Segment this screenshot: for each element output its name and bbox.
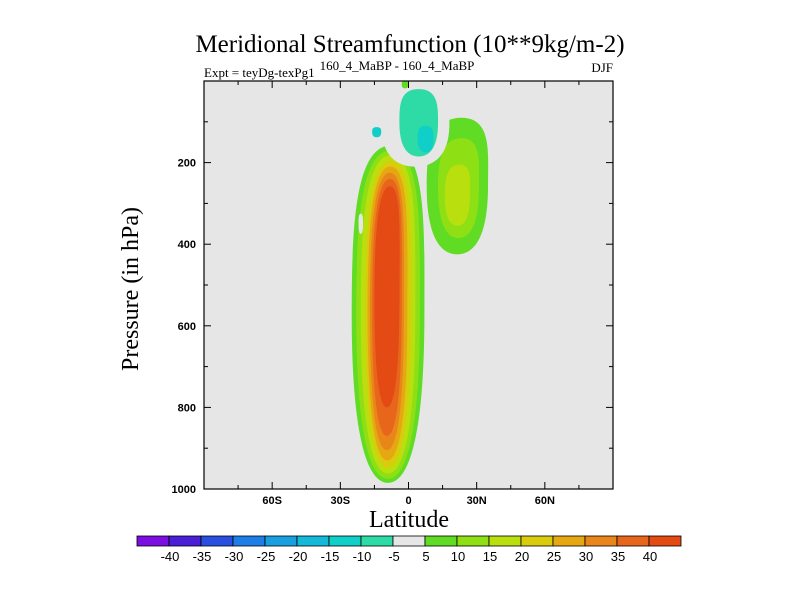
colorbar-swatch: [296, 535, 330, 547]
colorbar-label: -20: [289, 549, 308, 564]
colorbar-label: -35: [193, 549, 212, 564]
colorbar-swatch: [264, 535, 298, 547]
colorbar-label: 5: [422, 549, 429, 564]
colorbar-swatch: [648, 535, 682, 547]
colorbar-swatch: [552, 535, 586, 547]
x-tick-label: 30S: [331, 495, 351, 507]
colorbar-swatch: [424, 535, 458, 547]
colorbar-label: -10: [353, 549, 372, 564]
colorbar-swatch: [488, 535, 522, 547]
colorbar-label: -30: [225, 549, 244, 564]
contour-main-cell-40: [374, 186, 400, 408]
contour-top-positive-speck: [401, 81, 409, 89]
contour-sh-negative-15: [372, 127, 382, 138]
colorbar-label: -5: [388, 549, 400, 564]
colorbar-label: 20: [515, 549, 529, 564]
x-tick-label: 60N: [535, 495, 555, 507]
y-axis-title: Pressure (in hPa): [118, 207, 144, 371]
contour-tropical-negative-15: [417, 125, 434, 153]
x-tick-label: 30N: [467, 495, 487, 507]
colorbar-swatch: [136, 535, 170, 547]
colorbar-swatch: [392, 535, 426, 547]
colorbar-swatch: [616, 535, 650, 547]
subtitle-right: DJF: [591, 60, 613, 75]
y-tick-label: 800: [178, 402, 196, 414]
y-tick-label: 400: [178, 239, 196, 251]
y-tick-label: 600: [178, 321, 196, 333]
y-tick-label: 200: [178, 158, 196, 170]
colorbar-label: 40: [643, 549, 657, 564]
colorbar-label: 15: [483, 549, 497, 564]
colorbar-swatch: [200, 535, 234, 547]
colorbar-swatch: [168, 535, 202, 547]
colorbar-swatch: [456, 535, 490, 547]
y-tick-label: 1000: [172, 484, 196, 496]
colorbar-label: -15: [321, 549, 340, 564]
colorbar-label: 10: [451, 549, 465, 564]
colorbar-label: 25: [547, 549, 561, 564]
x-tick-label: 60S: [262, 495, 282, 507]
subtitle-center: 160_4_MaBP - 160_4_MaBP: [320, 58, 475, 73]
x-tick-label: 0: [405, 495, 411, 507]
colorbar-swatch: [584, 535, 618, 547]
subtitle-left: Expt = teyDg-texPg1: [204, 65, 315, 80]
x-axis-title: Latitude: [369, 507, 449, 533]
colorbar-label: 35: [611, 549, 625, 564]
colorbar-label: 30: [579, 549, 593, 564]
colorbar-swatch: [520, 535, 554, 547]
colorbar-swatch: [232, 535, 266, 547]
contour-lower-negative: [428, 415, 441, 465]
contour-nh-cell-15: [444, 164, 470, 226]
chart-title: Meridional Streamfunction (10**9kg/m-2): [195, 31, 624, 58]
colorbar-label: -40: [161, 549, 180, 564]
colorbar-swatch: [328, 535, 362, 547]
colorbar-swatch: [360, 535, 394, 547]
colorbar-label: -25: [257, 549, 276, 564]
contour-left-negative-speck: [358, 213, 364, 234]
